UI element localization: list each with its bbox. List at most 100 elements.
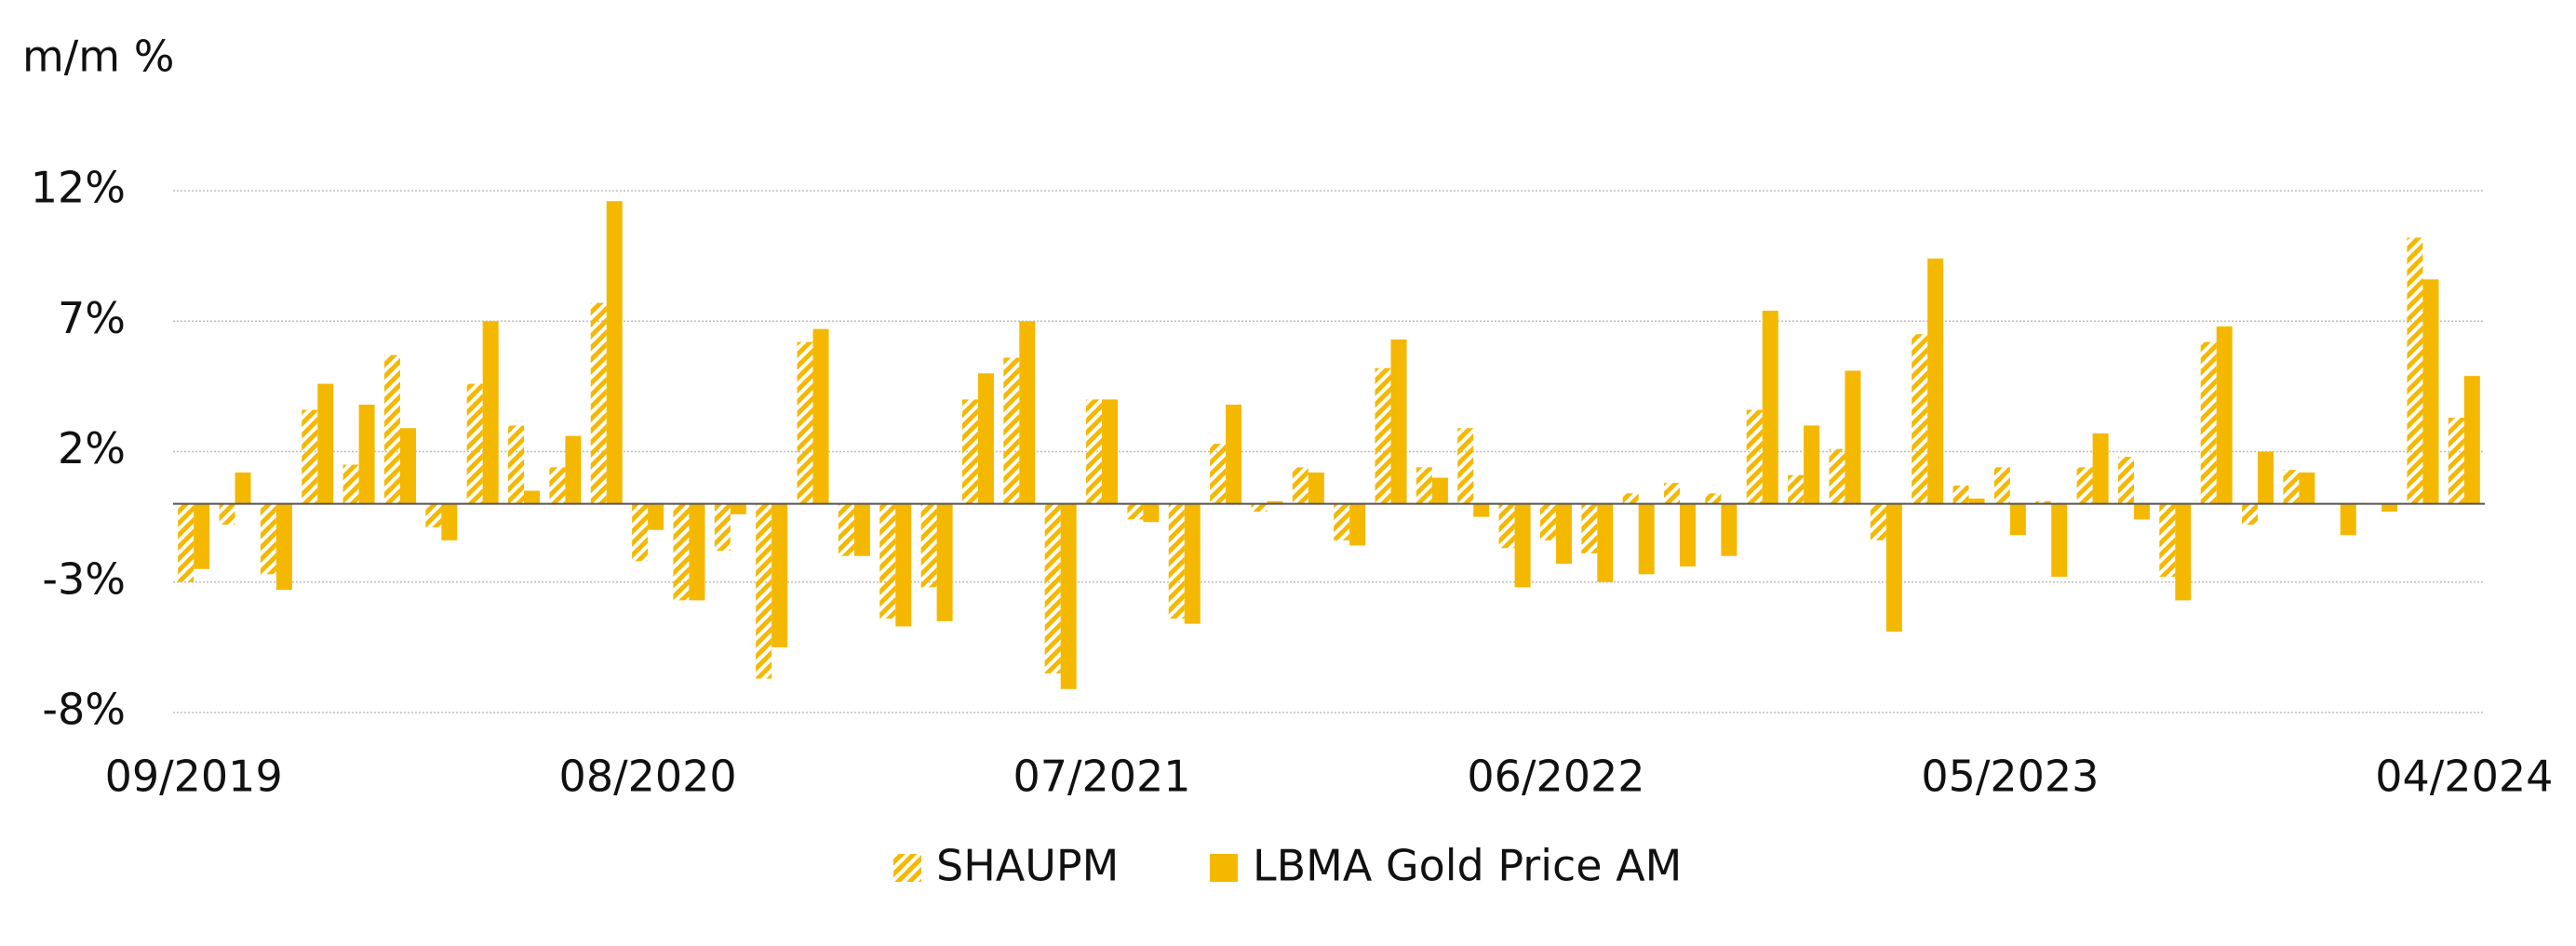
bar xyxy=(1060,503,1077,689)
bar xyxy=(1251,503,1268,513)
bar xyxy=(797,341,813,504)
bar xyxy=(219,503,235,526)
bar xyxy=(838,503,854,556)
bar xyxy=(756,503,772,679)
bar xyxy=(1127,503,1144,520)
bar xyxy=(1349,503,1366,546)
bar xyxy=(1968,498,1985,504)
bar xyxy=(1267,500,1283,504)
bar xyxy=(961,399,978,504)
bar xyxy=(1829,448,1845,504)
bar xyxy=(1597,503,1614,582)
bar xyxy=(1581,503,1598,553)
bar xyxy=(2035,500,2052,504)
bar xyxy=(920,503,937,588)
bar xyxy=(1680,503,1697,566)
bar xyxy=(2117,457,2134,504)
bar xyxy=(1498,503,1515,549)
bar xyxy=(275,503,292,591)
bar xyxy=(1952,485,1969,504)
bar xyxy=(2159,503,2176,578)
x-tick-label: 05/2023 xyxy=(1921,752,2099,802)
bar xyxy=(648,503,664,530)
bar xyxy=(2407,237,2423,504)
bar xyxy=(2051,503,2068,578)
bar xyxy=(1184,503,1201,624)
bar xyxy=(606,201,623,504)
bar xyxy=(1705,493,1722,504)
bar xyxy=(425,503,442,527)
bar xyxy=(508,425,525,504)
bar xyxy=(1431,477,1448,504)
bar xyxy=(317,383,334,504)
x-tick-label: 07/2021 xyxy=(1013,752,1190,802)
legend-label: SHAUPM xyxy=(936,841,1119,891)
bar xyxy=(1845,370,1861,504)
bar xyxy=(771,503,788,647)
bar xyxy=(1788,474,1805,504)
bar xyxy=(2299,472,2315,504)
bar xyxy=(565,435,582,504)
bar xyxy=(178,503,195,582)
bar xyxy=(1168,503,1185,620)
bar xyxy=(2200,341,2217,504)
bar xyxy=(1415,467,1432,504)
bar xyxy=(524,490,541,504)
legend-swatch xyxy=(893,854,921,882)
bar xyxy=(936,503,953,621)
y-tick-label: 2% xyxy=(58,423,126,473)
bar xyxy=(1762,311,1778,504)
x-tick-label: 04/2024 xyxy=(2375,752,2553,802)
bar xyxy=(2242,503,2259,526)
bar xyxy=(2092,433,2109,504)
bar xyxy=(977,373,994,504)
bar xyxy=(1870,503,1886,540)
bar xyxy=(1019,321,1036,504)
bar xyxy=(1226,405,1242,504)
bar xyxy=(1003,357,1020,504)
bar xyxy=(2133,503,2150,520)
bar xyxy=(1044,503,1061,673)
bar xyxy=(1375,367,1391,504)
bar xyxy=(2175,503,2192,601)
bar xyxy=(1514,503,1531,588)
bar xyxy=(2258,451,2274,504)
bar xyxy=(1308,472,1324,504)
bar xyxy=(730,503,746,514)
y-tick-label: 12% xyxy=(31,163,126,213)
bar xyxy=(1746,409,1763,504)
bar xyxy=(1390,339,1407,504)
bar xyxy=(2216,326,2233,504)
bar xyxy=(358,405,375,504)
bar xyxy=(2448,418,2464,504)
bar xyxy=(2422,279,2439,504)
bar xyxy=(441,503,458,540)
bar xyxy=(383,354,400,504)
bar xyxy=(549,467,566,504)
bar xyxy=(1885,503,1902,633)
bar xyxy=(235,472,251,504)
bar xyxy=(1102,399,1119,504)
bar xyxy=(1927,258,1944,504)
bar xyxy=(302,409,318,504)
bar xyxy=(1086,399,1103,504)
y-tick-label: -8% xyxy=(42,685,126,735)
bar xyxy=(482,321,499,504)
bar xyxy=(1539,503,1556,540)
x-tick-label: 09/2019 xyxy=(105,752,283,802)
bar xyxy=(689,503,705,601)
bar xyxy=(194,503,210,569)
bar xyxy=(673,503,690,601)
bar xyxy=(2381,503,2398,513)
bar xyxy=(590,302,607,504)
bar xyxy=(895,503,912,627)
y-tick-label: 7% xyxy=(58,293,126,343)
bar xyxy=(1622,493,1639,504)
legend-label: LBMA Gold Price AM xyxy=(1253,841,1682,891)
bar xyxy=(1721,503,1737,556)
legend-swatch xyxy=(1210,854,1238,882)
bar xyxy=(466,383,483,504)
bar xyxy=(260,503,276,575)
